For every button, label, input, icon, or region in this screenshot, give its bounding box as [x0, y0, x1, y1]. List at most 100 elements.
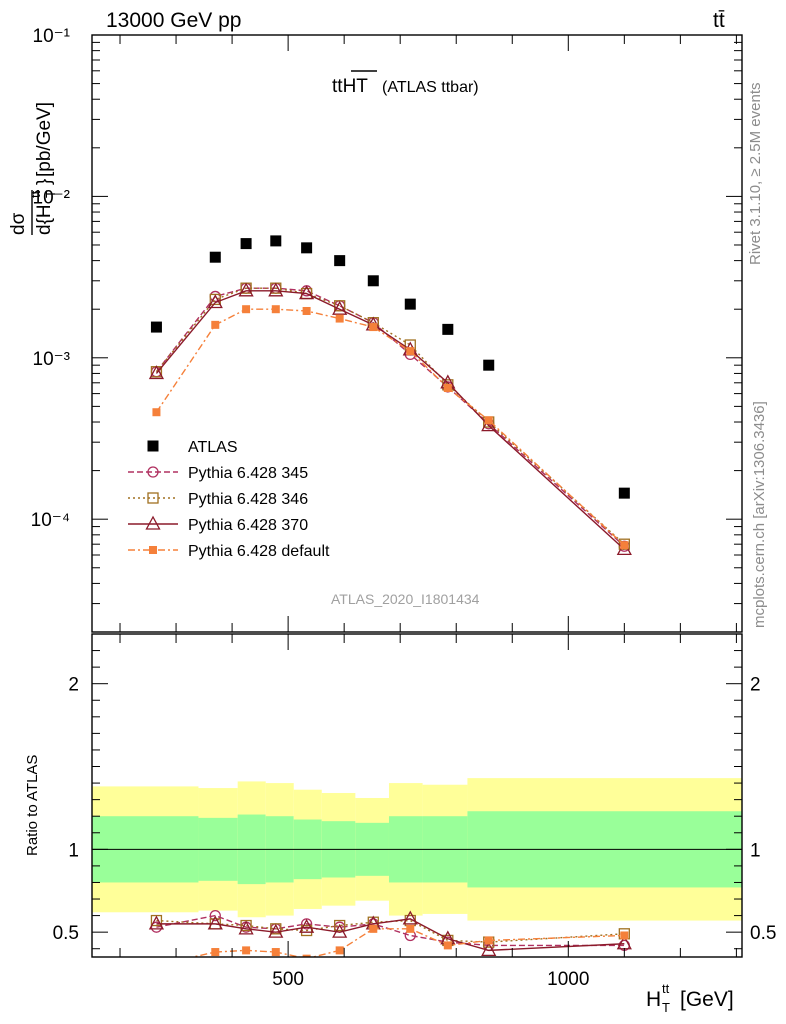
series-3-point	[481, 417, 497, 432]
series-4-point	[443, 383, 452, 392]
series-3-line	[155, 290, 625, 550]
legend-marker	[149, 546, 157, 554]
ratio-tick-label-right: 2	[750, 675, 761, 696]
x-tick-label: 500	[272, 969, 304, 990]
series-3-point	[268, 282, 284, 297]
ylabel-sup: tt	[28, 190, 43, 198]
legend-marker	[145, 515, 161, 530]
process-label: tt̄	[713, 9, 725, 32]
y-axis-title: dσ d{H tt T } [pb/GeV]	[8, 102, 58, 235]
legend-marker	[147, 492, 159, 504]
series-3-ratio-line	[156, 918, 625, 952]
y-tick-label: 10⁻²	[33, 187, 71, 208]
series-4-ratio-point	[369, 924, 378, 933]
series-4-ratio-point	[302, 954, 311, 957]
series-3-ratio-point	[481, 942, 497, 957]
y-tick-label: 10⁻¹	[33, 26, 71, 47]
series-4-ratio-point	[242, 946, 251, 955]
series-0-point	[334, 255, 346, 267]
legend-label: Pythia 6.428 default	[188, 543, 330, 560]
svg-text:H: H	[646, 988, 661, 1011]
title-suffix: (ATLAS ttbar)	[382, 79, 479, 96]
legend-label: Pythia 6.428 370	[188, 517, 308, 534]
series-3-point	[207, 294, 223, 309]
series-0-point	[404, 298, 416, 310]
ratio-tick-label: 2	[68, 675, 79, 696]
series-4-line	[155, 308, 625, 546]
series-3-point	[299, 285, 315, 300]
series-3-point	[332, 300, 348, 315]
series-3-ratio-point	[268, 923, 284, 938]
series-4-ratio-point	[443, 941, 452, 950]
series-0-point	[209, 251, 221, 263]
series-0-point	[270, 235, 282, 247]
series-4-point	[406, 347, 415, 356]
series-2-point	[334, 300, 346, 312]
title-main: tt	[332, 76, 343, 97]
series-0-point	[367, 275, 379, 287]
legend-marker	[147, 466, 159, 478]
series-3-ratio-point	[207, 915, 223, 930]
y-tick-label: 10⁻³	[33, 349, 71, 370]
series-4-ratio-point	[620, 931, 629, 940]
series-4-ratio-point	[271, 948, 280, 957]
ylabel-dvar: d{H	[34, 204, 55, 235]
series-0-point	[618, 487, 630, 499]
ratio-tick-label: 1	[68, 840, 79, 861]
ylabel-close: }	[34, 179, 55, 185]
series-3-point	[238, 282, 254, 297]
legend-marker	[147, 440, 159, 452]
mcplots-label: mcplots.cern.ch [arXiv:1306.3436]	[751, 401, 768, 628]
series-2-ratio-line	[156, 919, 625, 943]
ylabel-unit: [pb/GeV]	[34, 102, 55, 177]
ylabel-sub: T	[43, 190, 58, 198]
main-plot-frame	[91, 34, 743, 633]
series-2-ratio-point	[334, 919, 346, 932]
series-1-ratio-point	[209, 909, 221, 922]
series-3-point	[148, 365, 165, 380]
ratio-series	[148, 909, 632, 957]
xlabel-unit: [GeV]	[680, 988, 734, 1011]
series-4-ratio-point	[484, 936, 493, 945]
ratio-series-clipped	[148, 909, 632, 957]
series-3-ratio-point	[148, 915, 165, 930]
title-over: HT	[343, 76, 369, 97]
series-3-ratio-point	[299, 918, 315, 933]
legend-label: Pythia 6.428 346	[188, 491, 308, 508]
y-tick-label: 10⁻⁴	[31, 510, 70, 531]
series-1-line	[155, 287, 625, 547]
series-3-ratio-point	[238, 920, 254, 935]
series-4-point	[152, 408, 161, 417]
series-4-point	[620, 541, 629, 550]
ratio-plot-frame	[91, 633, 743, 958]
series-4-point	[302, 306, 311, 315]
series-0-point	[301, 242, 313, 254]
series-4-point	[211, 320, 220, 329]
ratio-tick-label-right: 0.5	[750, 923, 776, 944]
ratio-tick-label-right: 1	[750, 840, 761, 861]
series-4-ratio-point	[406, 924, 415, 933]
x-axis-title: H tt T [GeV]	[646, 981, 734, 1015]
legend-label: ATLAS	[188, 439, 238, 456]
series-4-point	[271, 305, 280, 314]
series-4-ratio-point	[335, 946, 344, 955]
series-3-ratio-point	[332, 923, 348, 938]
legend-label: Pythia 6.428 345	[188, 465, 308, 482]
svg-text:T: T	[662, 1000, 670, 1015]
series-4-point	[484, 416, 493, 425]
series-4-ratio-point	[211, 948, 220, 957]
ratio-y-axis-title: Ratio to ATLAS	[24, 755, 41, 856]
plot-title: ttHT (ATLAS ttbar)	[332, 70, 479, 97]
ratio-tick-label: 0.5	[53, 923, 79, 944]
analysis-id-label: ATLAS_2020_I1801434	[331, 591, 480, 607]
series-0-point	[240, 238, 252, 250]
series-4-point	[369, 323, 378, 332]
axis-ticks: 500 1000 10⁻¹ 10⁻² 10⁻³ 10⁻⁴ 0.5 0.5 1 1 2 2	[31, 26, 777, 990]
main-series	[148, 235, 632, 556]
ylabel-dsigma: dσ	[8, 212, 29, 235]
series-0-point	[150, 321, 162, 333]
series-4-point	[242, 305, 251, 314]
svg-text:tt: tt	[662, 981, 670, 996]
series-3-ratio-point	[402, 910, 418, 925]
